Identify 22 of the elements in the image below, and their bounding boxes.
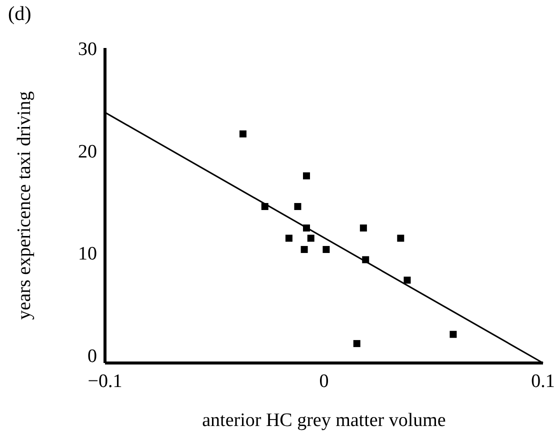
point — [300, 246, 308, 253]
point — [397, 234, 404, 242]
y-tick-label: 20 — [78, 141, 97, 162]
point — [302, 172, 310, 180]
point — [285, 234, 292, 242]
chart-title: (d) — [8, 3, 32, 25]
point — [294, 203, 302, 210]
y-tick-label: 30 — [78, 39, 97, 60]
x-tick-label: 0.1 — [531, 371, 555, 392]
x-axis-title: anterior HC grey matter volume — [202, 410, 446, 431]
point — [307, 234, 314, 242]
y-tick-label: 10 — [78, 244, 97, 265]
point — [404, 276, 411, 284]
x-tick-label: 0 — [319, 371, 329, 392]
y-tick-label: 0 — [88, 346, 97, 367]
y-axis-title: years expericence taxi driving — [14, 90, 35, 320]
point — [450, 330, 457, 338]
x-tick-label: −0.1 — [88, 371, 122, 392]
point — [239, 130, 246, 138]
point — [360, 224, 367, 232]
point — [322, 246, 330, 253]
point — [353, 340, 360, 348]
